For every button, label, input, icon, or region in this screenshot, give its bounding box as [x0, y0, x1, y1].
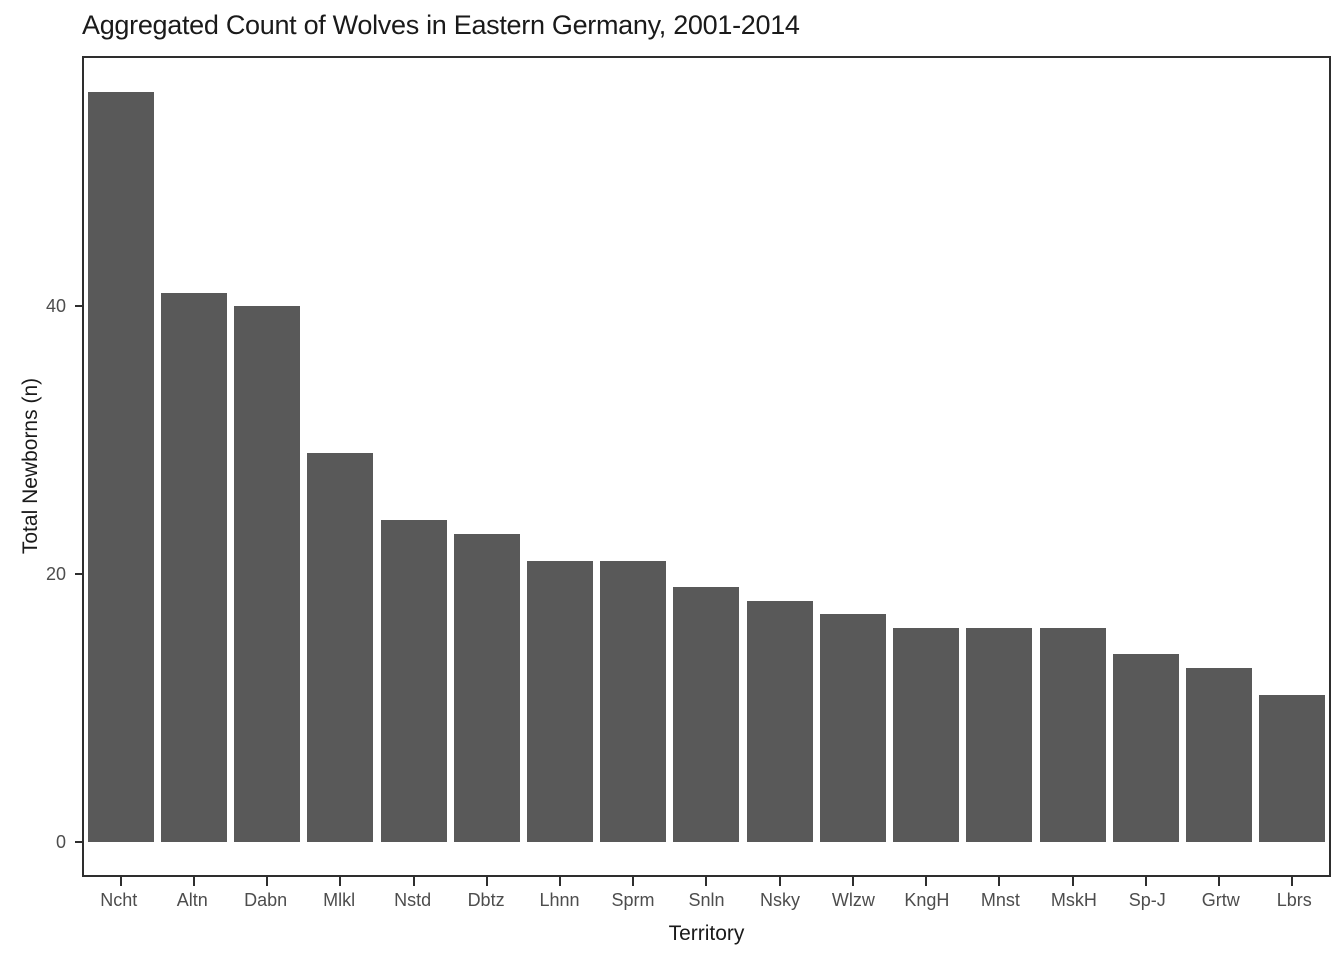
bar-altn [160, 292, 227, 842]
bars-row [84, 58, 1329, 842]
bar-sprm [600, 560, 667, 842]
bar-kngh [893, 627, 960, 842]
bar-dbtz [453, 533, 520, 842]
x-tick-label-nstd: Nstd [394, 890, 432, 910]
bar-slot-dabn [230, 58, 303, 842]
bar-mnst [966, 627, 1033, 842]
bar-slot-mskh [1036, 58, 1109, 842]
x-tick-marks [84, 877, 1329, 886]
bar-slot-dbtz [450, 58, 523, 842]
x-tick-labels: Ncht Altn Dabn Mlkl Nstd Dbtz Lhnn Sprm Snln Nsky… [82, 890, 1331, 911]
x-tick-slot [890, 877, 963, 886]
bar-lbrs [1259, 694, 1326, 842]
x-tick-slot [84, 877, 157, 886]
x-tick-mark [192, 877, 195, 886]
bar-wlzw [819, 614, 886, 842]
bar-snln [673, 587, 740, 842]
x-tick-slot [1256, 877, 1329, 886]
bar-slot-wlzw [816, 58, 889, 842]
x-tick-label-mlkl: Mlkl [323, 890, 356, 910]
x-tick-mark [412, 877, 415, 886]
x-tick-slot [670, 877, 743, 886]
y-tick-label-40: 40 [45, 296, 66, 316]
x-tick-slot [230, 877, 303, 886]
bar-slot-altn [157, 58, 230, 842]
x-axis-title: Territory [668, 922, 745, 945]
bar-lhnn [527, 560, 594, 842]
x-tick-mark [632, 877, 635, 886]
bar-slot-lbrs [1256, 58, 1329, 842]
x-tick-mark [559, 877, 562, 886]
x-tick-slot [450, 877, 523, 886]
y-tick-label-20: 20 [45, 564, 66, 584]
x-tick-label-ncht: Ncht [100, 890, 138, 910]
x-tick-mark [1218, 877, 1221, 886]
x-tick-mark [925, 877, 928, 886]
chart-title: Aggregated Count of Wolves in Eastern Ge… [82, 10, 800, 40]
x-tick-label-altn: Altn [176, 890, 208, 910]
x-tick-mark [1291, 877, 1294, 886]
x-tick-mark [485, 877, 488, 886]
bar-slot-mlkl [304, 58, 377, 842]
x-tick-slot [1109, 877, 1182, 886]
x-tick-label-mnst: Mnst [980, 890, 1020, 910]
x-tick-label-sprm: Sprm [611, 890, 655, 910]
x-tick-mark [119, 877, 122, 886]
x-tick-slot [816, 877, 889, 886]
x-tick-mark [851, 877, 854, 886]
bar-slot-grtw [1183, 58, 1256, 842]
x-tick-label-grtw: Grtw [1201, 890, 1240, 910]
x-tick-label-snln: Snln [688, 890, 725, 910]
y-tick-label-0: 0 [55, 832, 66, 852]
x-tick-label-lbrs: Lbrs [1276, 890, 1312, 910]
bar-slot-lhnn [523, 58, 596, 842]
x-tick-mark [266, 877, 269, 886]
bar-slot-nstd [377, 58, 450, 842]
x-tick-label-dbtz: Dbtz [467, 890, 505, 910]
x-tick-slot [597, 877, 670, 886]
bar-ncht [87, 91, 154, 842]
bar-slot-snln [670, 58, 743, 842]
bar-grtw [1186, 667, 1253, 842]
y-tick-mark [75, 305, 84, 307]
x-tick-mark [1071, 877, 1074, 886]
x-tick-slot [377, 877, 450, 886]
bar-slot-mnst [963, 58, 1036, 842]
x-tick-slot [304, 877, 377, 886]
bar-mskh [1039, 627, 1106, 842]
x-tick-slot [743, 877, 816, 886]
x-tick-slot [1036, 877, 1109, 886]
x-tick-label-sp-j: Sp-J [1128, 890, 1166, 910]
bar-slot-kngh [890, 58, 963, 842]
bar-dabn [234, 306, 301, 842]
y-tick-mark [75, 841, 84, 843]
bar-nsky [746, 600, 813, 842]
bar-slot-sp-j [1109, 58, 1182, 842]
bar-slot-ncht [84, 58, 157, 842]
x-tick-mark [778, 877, 781, 886]
y-tick-mark [75, 573, 84, 575]
x-tick-label-mskh: MskH [1050, 890, 1097, 910]
x-tick-label-nsky: Nsky [759, 890, 800, 910]
bar-sp-j [1112, 654, 1179, 842]
x-tick-label-wlzw: Wlzw [831, 890, 875, 910]
x-tick-slot [963, 877, 1036, 886]
x-tick-slot [1183, 877, 1256, 886]
bar-mlkl [307, 453, 374, 842]
bar-nstd [380, 520, 447, 842]
x-tick-slot [523, 877, 596, 886]
x-tick-label-dabn: Dabn [244, 890, 288, 910]
x-tick-slot [157, 877, 230, 886]
y-axis-title: Total Newborns (n) [19, 377, 42, 555]
bar-slot-sprm [597, 58, 670, 842]
x-tick-mark [998, 877, 1001, 886]
plot-panel: 0 20 40 [46, 56, 1331, 886]
x-tick-label-kngh: KngH [904, 890, 950, 910]
x-tick-mark [1144, 877, 1147, 886]
bar-slot-nsky [743, 58, 816, 842]
x-tick-mark [705, 877, 708, 886]
x-tick-label-lhnn: Lhnn [539, 890, 580, 910]
x-tick-mark [339, 877, 342, 886]
